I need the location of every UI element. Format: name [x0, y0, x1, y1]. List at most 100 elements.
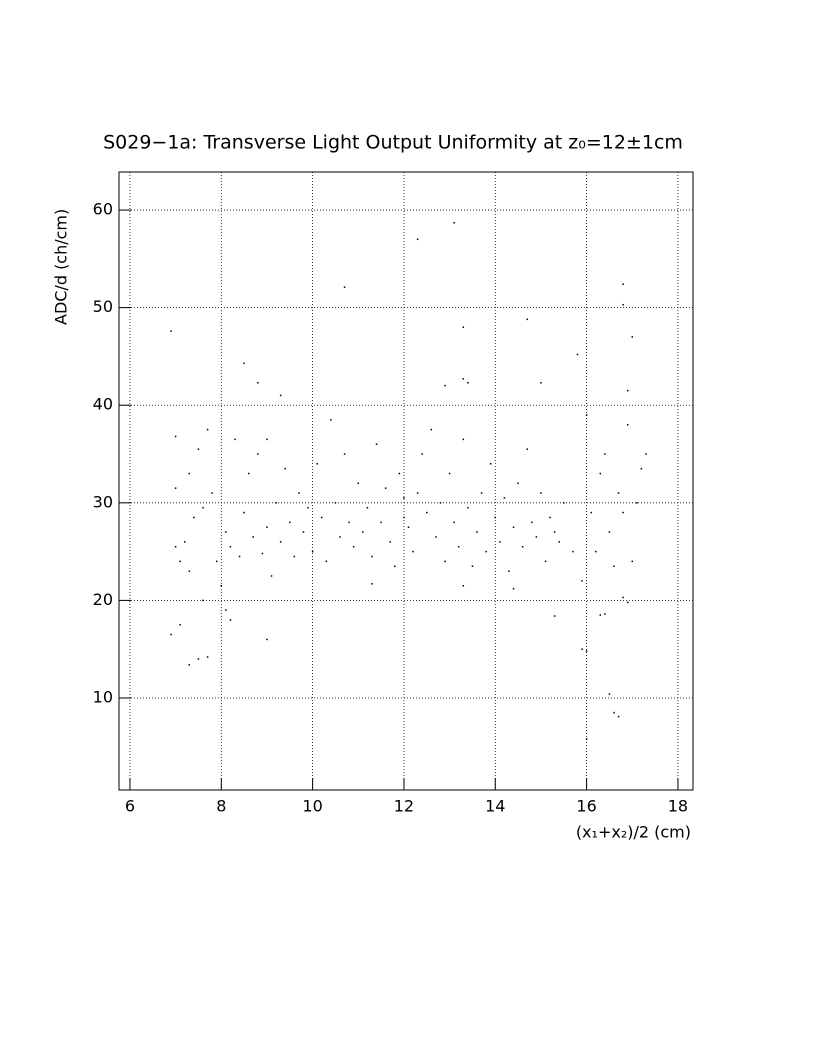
point: [229, 545, 232, 548]
point: [307, 506, 309, 509]
point: [467, 382, 469, 384]
point: [174, 435, 177, 438]
point: [521, 545, 524, 548]
point: [617, 715, 620, 718]
y-tick-label: 30: [93, 492, 113, 511]
point: [549, 516, 551, 519]
point: [334, 502, 337, 504]
point: [403, 516, 405, 519]
point: [352, 545, 355, 548]
point: [631, 336, 634, 338]
point: [225, 531, 227, 533]
point: [626, 423, 629, 426]
point: [517, 482, 519, 485]
point: [311, 550, 314, 553]
point: [193, 516, 195, 519]
x-tick-label: 12: [394, 797, 414, 816]
point: [489, 463, 492, 465]
point: [279, 541, 282, 543]
point: [599, 614, 602, 616]
x-axis-label: (x₁+x₂)/2 (cm): [576, 823, 691, 842]
point: [462, 438, 465, 441]
point: [357, 482, 360, 485]
point: [197, 658, 200, 660]
point: [343, 453, 346, 455]
point: [416, 238, 419, 241]
point: [622, 596, 624, 599]
point: [503, 497, 506, 499]
point: [471, 565, 474, 567]
point: [206, 428, 209, 431]
point: [302, 531, 305, 533]
point: [348, 521, 350, 524]
point: [499, 541, 501, 543]
point: [540, 492, 542, 494]
point: [247, 472, 250, 475]
point: [457, 545, 460, 548]
y-tick-label: 50: [93, 297, 113, 316]
point: [553, 615, 556, 617]
point: [508, 570, 510, 572]
point: [215, 560, 218, 563]
point: [362, 531, 364, 533]
point: [279, 394, 282, 397]
x-tick-label: 18: [668, 797, 688, 816]
point: [339, 536, 341, 538]
point: [298, 492, 300, 494]
point: [576, 353, 579, 356]
x-tick-label: 8: [216, 797, 226, 816]
point: [640, 467, 643, 470]
point: [526, 318, 528, 321]
point: [599, 472, 602, 475]
point: [170, 330, 172, 332]
y-tick-label: 20: [93, 590, 113, 609]
point: [220, 585, 223, 587]
point: [234, 438, 236, 441]
point: [594, 550, 597, 553]
point: [394, 565, 396, 567]
point: [540, 382, 542, 384]
point: [585, 414, 588, 416]
point: [257, 453, 259, 455]
point: [380, 521, 382, 524]
point: [188, 570, 191, 572]
point: [453, 221, 455, 224]
point: [426, 511, 428, 514]
point: [512, 587, 515, 590]
point: [590, 511, 592, 514]
y-tick-label: 10: [93, 687, 113, 706]
point: [453, 521, 455, 524]
point: [293, 555, 296, 558]
point: [366, 506, 369, 509]
x-tick-label: 6: [125, 797, 135, 816]
point: [197, 448, 200, 450]
point: [581, 580, 583, 582]
point: [325, 560, 328, 563]
point: [631, 560, 634, 563]
point: [289, 521, 291, 524]
point: [526, 448, 528, 450]
x-tick-label: 14: [485, 797, 505, 816]
point: [581, 648, 583, 650]
point: [485, 550, 487, 553]
point: [202, 506, 204, 509]
point: [229, 619, 232, 621]
point: [462, 378, 465, 380]
point: [585, 650, 588, 652]
point: [585, 738, 588, 740]
point: [284, 467, 286, 470]
point: [462, 585, 465, 587]
point: [243, 362, 245, 365]
point: [645, 453, 647, 455]
point: [174, 487, 177, 489]
point: [622, 283, 624, 285]
point: [622, 303, 624, 306]
point: [211, 492, 213, 494]
point: [371, 555, 373, 558]
point: [403, 497, 405, 499]
point: [563, 502, 565, 504]
point: [188, 472, 191, 475]
point: [266, 526, 268, 528]
chart-title: S029−1a: Transverse Light Output Uniform…: [103, 132, 683, 154]
point: [444, 560, 446, 563]
